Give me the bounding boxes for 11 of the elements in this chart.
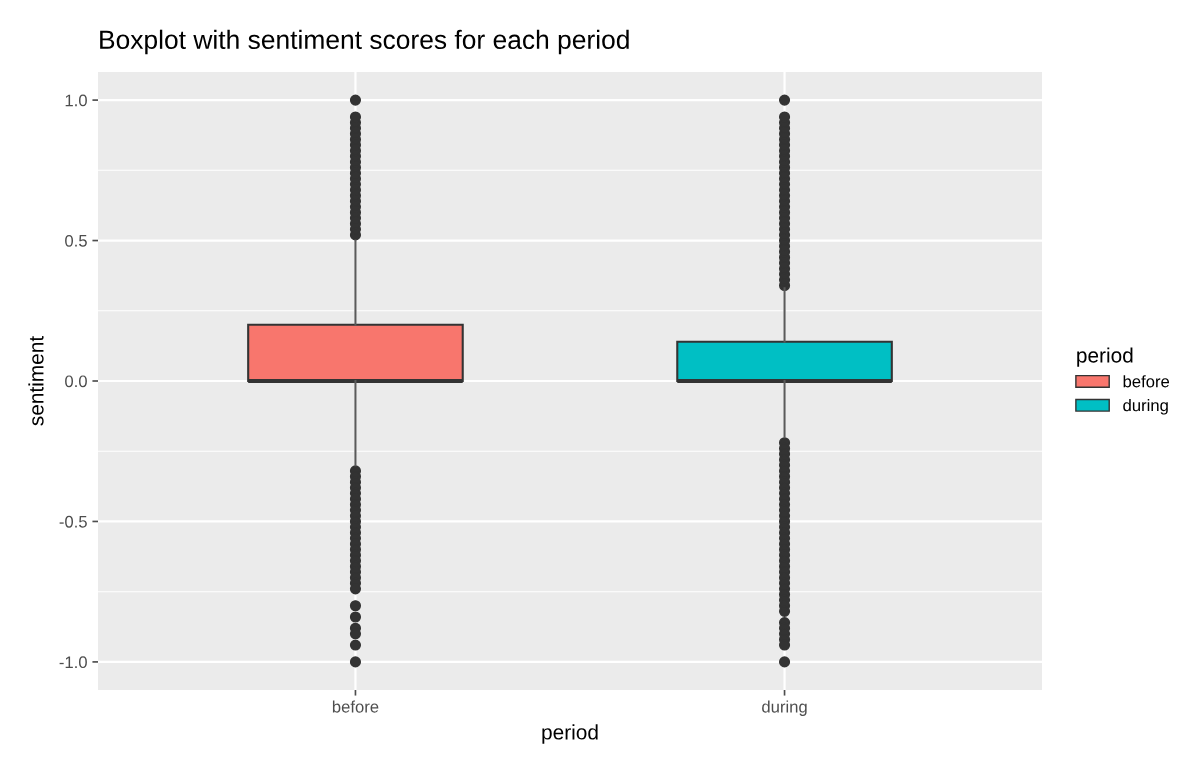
legend-label: before — [1123, 375, 1170, 388]
legend-title: period — [1077, 347, 1133, 367]
y-tick-label: 0.5 — [65, 234, 87, 247]
y-tick-label: 1.0 — [65, 94, 87, 107]
x-axis-title: period — [542, 724, 598, 744]
y-tick-label: -0.5 — [59, 515, 87, 528]
chart-title: Boxplot with sentiment scores for each period — [100, 29, 629, 55]
y-tick-label: -1.0 — [59, 656, 87, 669]
y-tick-label: 0.0 — [65, 375, 87, 388]
y-axis-title: sentiment — [28, 335, 44, 426]
legend-label: during — [1123, 399, 1168, 415]
